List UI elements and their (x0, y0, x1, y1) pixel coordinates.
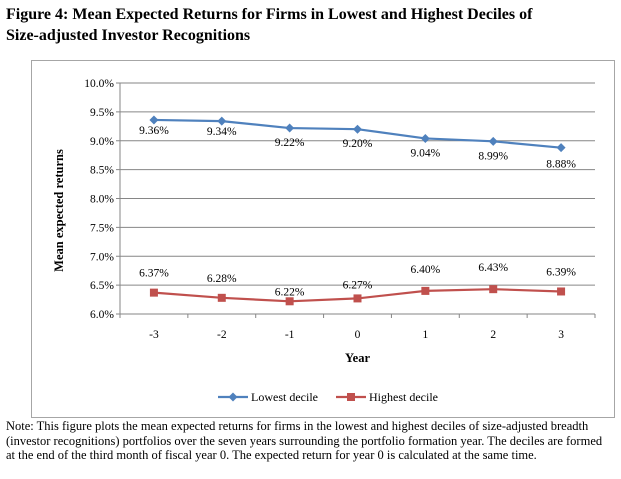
data-label: 6.28% (207, 273, 237, 285)
y-tick-label: 6.0% (90, 309, 114, 321)
data-point-marker (353, 124, 362, 134)
data-point-marker (557, 287, 566, 296)
data-label: 8.88% (546, 159, 576, 171)
data-point-marker (421, 286, 430, 295)
data-label: 6.27% (343, 279, 373, 291)
legend-label: Lowest decile (251, 390, 318, 404)
data-label: 6.22% (275, 286, 305, 298)
data-point-marker (285, 123, 295, 133)
x-tick-label: 3 (558, 329, 564, 341)
x-tick-label: -1 (285, 329, 295, 341)
data-label: 9.20% (343, 138, 373, 150)
data-point-marker (285, 297, 294, 306)
x-tick-label: 1 (422, 329, 428, 341)
data-point-marker (353, 294, 362, 303)
line-chart: 6.0% 6.5% 7.0% 7.5% 8.0% 8.5% 9.0% 9.5% 10.0% -3 -… (52, 78, 596, 404)
data-label: 9.34% (207, 126, 237, 138)
x-tick-label: -2 (217, 329, 227, 341)
y-tick-label: 7.0% (90, 251, 114, 263)
x-axis-title: Year (345, 351, 370, 365)
x-tick-label: -3 (149, 329, 159, 341)
figure-note: Note: This figure plots the mean expecte… (6, 419, 603, 462)
data-point-marker (488, 136, 498, 146)
data-point-marker (217, 116, 227, 126)
data-label: 6.37% (139, 268, 169, 280)
y-tick-label: 6.5% (90, 280, 114, 292)
y-tick-label: 9.0% (90, 136, 114, 148)
data-point-marker (556, 143, 566, 153)
data-label: 9.36% (139, 125, 169, 137)
figure-title-line-1: Figure 4: Mean Expected Returns for Firm… (6, 6, 533, 23)
data-label: 6.39% (546, 266, 576, 278)
legend-label: Highest decile (369, 390, 438, 404)
y-tick-label: 8.5% (90, 165, 114, 177)
y-tick-label: 7.5% (90, 222, 114, 234)
data-point-marker (149, 288, 158, 297)
legend-marker (228, 392, 238, 402)
data-point-marker (217, 293, 226, 302)
x-tick-label: 0 (355, 329, 361, 341)
figure-title: Figure 4: Mean Expected Returns for Firm… (6, 4, 606, 46)
data-label: 6.40% (410, 264, 440, 276)
legend-marker (347, 393, 355, 401)
data-label: 9.04% (410, 147, 440, 159)
data-point-marker (149, 115, 159, 125)
data-label: 8.99% (478, 150, 508, 162)
y-tick-label: 8.0% (90, 194, 114, 206)
data-point-marker (420, 133, 430, 143)
y-axis-title: Mean expected returns (52, 149, 66, 272)
data-label: 6.43% (478, 262, 508, 274)
chart-area (31, 60, 615, 418)
y-tick-label: 10.0% (84, 78, 114, 90)
figure-title-line-2: Size-adjusted Investor Recognitions (6, 27, 251, 44)
data-label: 9.22% (275, 137, 305, 149)
data-point-marker (489, 285, 498, 294)
x-tick-label: 2 (490, 329, 496, 341)
y-tick-label: 9.5% (90, 107, 114, 119)
